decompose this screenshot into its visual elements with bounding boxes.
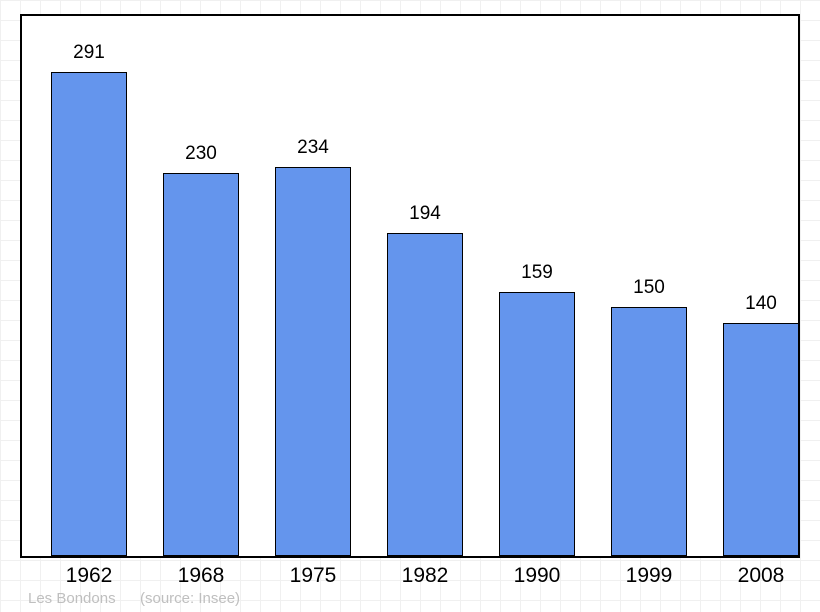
bar-value-label-1975: 234 <box>263 137 363 159</box>
x-label-1999: 1999 <box>599 564 699 588</box>
bar-1999 <box>611 307 687 556</box>
x-label-1975: 1975 <box>263 564 363 588</box>
x-label-1990: 1990 <box>487 564 587 588</box>
bar-value-label-1962: 291 <box>39 42 139 64</box>
bar-2008 <box>723 323 799 556</box>
bar-1975 <box>275 167 351 556</box>
caption-source: (source: Insee) <box>140 590 240 607</box>
bar-value-label-2008: 140 <box>711 293 811 315</box>
bar-value-label-1990: 159 <box>487 262 587 284</box>
x-label-1982: 1982 <box>375 564 475 588</box>
bar-value-label-1999: 150 <box>599 277 699 299</box>
x-label-2008: 2008 <box>711 564 811 588</box>
bar-value-label-1968: 230 <box>151 143 251 165</box>
bar-1968 <box>163 173 239 556</box>
x-label-1968: 1968 <box>151 564 251 588</box>
bar-1982 <box>387 233 463 556</box>
bar-1990 <box>499 292 575 556</box>
bar-1962 <box>51 72 127 556</box>
caption-location: Les Bondons <box>28 590 116 607</box>
bar-value-label-1982: 194 <box>375 203 475 225</box>
x-label-1962: 1962 <box>39 564 139 588</box>
